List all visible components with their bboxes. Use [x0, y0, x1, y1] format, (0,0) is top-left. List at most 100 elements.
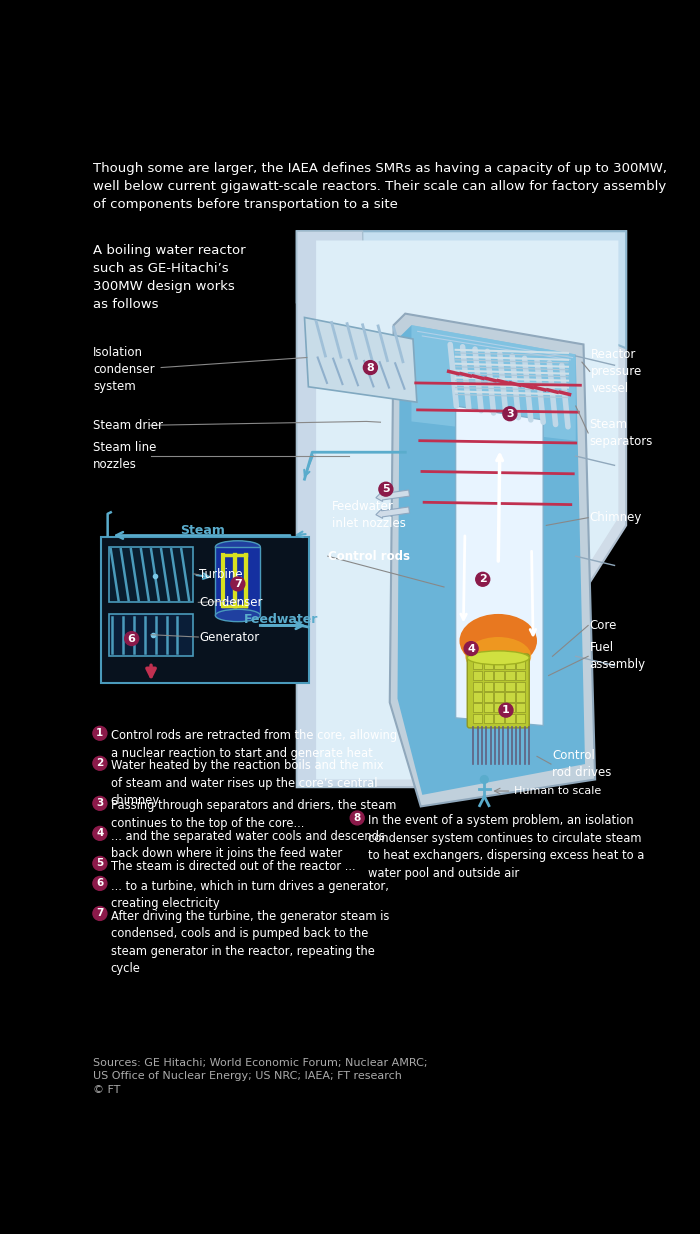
Text: A boiling water reactor
such as GE-Hitachi’s
300MW design works
as follows: A boiling water reactor such as GE-Hitac…	[93, 244, 246, 311]
Bar	[516, 671, 526, 680]
Circle shape	[93, 756, 107, 770]
Circle shape	[231, 578, 245, 591]
Text: Feedwater: Feedwater	[244, 613, 318, 626]
Text: ... and the separated water cools and descends
back down where it joins the feed: ... and the separated water cools and de…	[111, 829, 384, 860]
Text: 8: 8	[354, 813, 360, 823]
Ellipse shape	[468, 650, 529, 665]
Bar	[516, 703, 526, 712]
Bar	[473, 660, 482, 669]
Bar	[484, 692, 493, 702]
Circle shape	[93, 876, 107, 891]
Text: Steam: Steam	[180, 523, 225, 537]
Text: Human to scale: Human to scale	[514, 786, 601, 796]
Text: 1: 1	[97, 728, 104, 738]
Circle shape	[125, 632, 139, 645]
Text: 3: 3	[97, 798, 104, 808]
Text: Turbine: Turbine	[199, 568, 243, 581]
Circle shape	[93, 727, 107, 740]
Circle shape	[93, 907, 107, 921]
FancyBboxPatch shape	[468, 654, 529, 728]
FancyArrow shape	[376, 490, 410, 501]
Text: Reactor
pressure
vessel: Reactor pressure vessel	[592, 348, 643, 395]
Text: Steam drier: Steam drier	[93, 418, 163, 432]
Text: Passing through separators and driers, the steam
continues to the top of the cor: Passing through separators and driers, t…	[111, 800, 396, 830]
Ellipse shape	[466, 637, 531, 675]
Circle shape	[93, 796, 107, 811]
Bar	[484, 703, 493, 712]
Text: Condenser: Condenser	[199, 596, 262, 608]
Text: 7: 7	[234, 579, 241, 589]
Text: 6: 6	[97, 879, 104, 888]
Circle shape	[379, 482, 393, 496]
Polygon shape	[456, 406, 543, 726]
Bar	[505, 714, 514, 723]
Bar	[473, 703, 482, 712]
Circle shape	[363, 360, 377, 374]
Polygon shape	[398, 326, 585, 795]
Bar	[494, 692, 504, 702]
Polygon shape	[297, 231, 626, 348]
Circle shape	[476, 573, 490, 586]
FancyBboxPatch shape	[102, 537, 309, 684]
Text: 8: 8	[367, 363, 374, 373]
Circle shape	[350, 811, 364, 824]
Bar	[494, 671, 504, 680]
Text: 3: 3	[506, 408, 514, 418]
Text: In the event of a system problem, an isolation
condenser system continues to cir: In the event of a system problem, an iso…	[368, 814, 645, 880]
Circle shape	[480, 776, 488, 784]
Text: Core: Core	[589, 619, 617, 632]
Bar	[494, 681, 504, 691]
Text: Feedwater
inlet nozzles: Feedwater inlet nozzles	[332, 500, 405, 529]
Bar	[505, 681, 514, 691]
Bar	[473, 681, 482, 691]
Circle shape	[503, 407, 517, 421]
Bar	[494, 703, 504, 712]
Circle shape	[499, 703, 513, 717]
Text: Though some are larger, the IAEA defines SMRs as having a capacity of up to 300M: Though some are larger, the IAEA defines…	[93, 162, 667, 211]
Circle shape	[93, 856, 107, 870]
Text: Sources: GE Hitachi; World Economic Forum; Nuclear AMRC;
US Office of Nuclear En: Sources: GE Hitachi; World Economic Foru…	[93, 1059, 428, 1095]
Bar	[505, 703, 514, 712]
Circle shape	[93, 827, 107, 840]
Bar	[505, 692, 514, 702]
Text: Fuel
assembly: Fuel assembly	[589, 642, 646, 671]
Text: 4: 4	[467, 644, 475, 654]
Text: The steam is directed out of the reactor ...: The steam is directed out of the reactor…	[111, 860, 356, 872]
Text: 2: 2	[479, 574, 486, 584]
Bar	[216, 547, 260, 616]
Text: 6: 6	[127, 633, 136, 644]
Text: ... to a turbine, which in turn drives a generator,
creating electricity: ... to a turbine, which in turn drives a…	[111, 880, 388, 911]
Polygon shape	[297, 231, 375, 787]
Bar	[473, 692, 482, 702]
Text: Chimney: Chimney	[589, 511, 642, 524]
Text: 4: 4	[96, 828, 104, 838]
Polygon shape	[412, 326, 575, 441]
Text: Steam
separators: Steam separators	[589, 418, 653, 448]
Ellipse shape	[216, 540, 260, 553]
Bar	[516, 660, 526, 669]
Text: 1: 1	[502, 705, 510, 716]
Text: Isolation
condenser
system: Isolation condenser system	[93, 346, 155, 392]
Text: 7: 7	[96, 908, 104, 918]
Bar	[505, 671, 514, 680]
Text: Water heated by the reaction boils and the mix
of steam and water rises up the c: Water heated by the reaction boils and t…	[111, 759, 384, 807]
Text: Control
rod drives: Control rod drives	[552, 749, 612, 779]
Text: Control rods are retracted from the core, allowing
a nuclear reaction to start a: Control rods are retracted from the core…	[111, 729, 397, 760]
Polygon shape	[390, 313, 595, 807]
Bar	[505, 660, 514, 669]
FancyArrow shape	[376, 507, 410, 518]
Text: 5: 5	[382, 484, 390, 494]
Circle shape	[464, 642, 478, 655]
Text: Generator: Generator	[199, 631, 260, 643]
Bar	[484, 681, 493, 691]
Bar	[516, 714, 526, 723]
Bar	[109, 547, 193, 602]
Text: After driving the turbine, the generator steam is
condensed, cools and is pumped: After driving the turbine, the generator…	[111, 909, 389, 975]
Bar	[494, 714, 504, 723]
Bar	[494, 660, 504, 669]
Text: 2: 2	[97, 759, 104, 769]
Bar	[473, 671, 482, 680]
Bar	[516, 692, 526, 702]
Bar	[484, 660, 493, 669]
Ellipse shape	[216, 610, 260, 622]
